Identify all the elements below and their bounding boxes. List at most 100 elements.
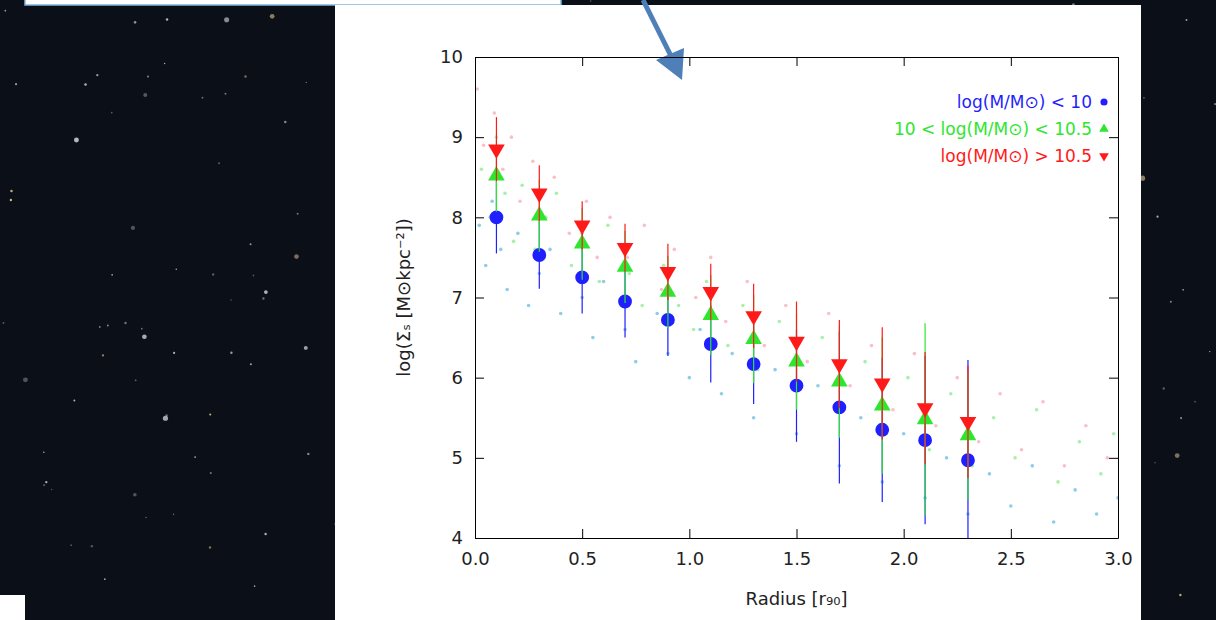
tick xyxy=(1109,298,1118,299)
legend-marker xyxy=(1100,98,1107,105)
tick-label: 9 xyxy=(452,126,463,147)
cloud-point xyxy=(531,159,535,163)
cloud-point xyxy=(482,143,486,147)
tick-label: 1.5 xyxy=(783,548,812,569)
tick xyxy=(1109,538,1118,539)
cloud-point xyxy=(555,191,559,195)
star xyxy=(202,97,204,99)
series xyxy=(488,140,976,516)
tick: 10 xyxy=(440,46,484,67)
tick: 2.0 xyxy=(890,529,919,569)
cloud-point xyxy=(673,248,677,252)
cloud-point xyxy=(934,424,938,428)
cloud-point xyxy=(516,232,520,236)
star xyxy=(304,346,308,350)
x-axis-title: Radius [r₉₀] xyxy=(746,588,848,609)
tick xyxy=(689,57,690,66)
cloud-point xyxy=(510,135,514,139)
cloud-point xyxy=(591,336,595,340)
tick-mark xyxy=(797,529,798,538)
marker xyxy=(660,267,677,281)
cloud-point xyxy=(1095,512,1099,516)
cloud-point xyxy=(595,256,599,260)
cloud-point xyxy=(955,376,959,380)
tick xyxy=(904,57,905,66)
tick-mark xyxy=(689,57,690,66)
cloud-point xyxy=(1030,464,1034,468)
star xyxy=(176,268,177,269)
star xyxy=(3,322,5,324)
tick-mark xyxy=(689,529,690,538)
star xyxy=(194,456,196,458)
tick: 5 xyxy=(452,447,484,468)
left-strip xyxy=(0,595,25,620)
arrow-head xyxy=(656,48,684,80)
y-axis: 45678910 xyxy=(440,46,484,548)
tick: 8 xyxy=(452,207,484,228)
star xyxy=(124,322,126,324)
tick xyxy=(1109,57,1118,58)
legend-label: 10 < log(M/M⊙) < 10.5 xyxy=(894,119,1092,139)
cloud-point xyxy=(726,344,730,348)
cloud-point xyxy=(660,288,664,292)
cloud-point xyxy=(763,344,767,348)
cloud-point xyxy=(662,264,666,268)
star xyxy=(145,517,147,519)
star xyxy=(142,334,147,339)
star xyxy=(135,379,137,381)
tick-mark xyxy=(475,57,484,58)
star xyxy=(218,162,220,164)
tick xyxy=(797,57,798,66)
star xyxy=(1186,19,1188,21)
tick-mark xyxy=(1109,378,1118,379)
tick-mark xyxy=(1109,217,1118,218)
tick-mark xyxy=(904,529,905,538)
cloud-point xyxy=(906,376,910,380)
cloud-point xyxy=(634,360,638,364)
star xyxy=(250,243,252,245)
tick-label: 2.5 xyxy=(997,548,1026,569)
cloud-point xyxy=(499,248,503,252)
cloud-point xyxy=(784,304,788,308)
tick-mark xyxy=(475,298,484,299)
arrow-shaft xyxy=(643,0,672,58)
marker xyxy=(960,417,977,431)
star xyxy=(270,14,275,19)
cloud-point xyxy=(628,272,632,276)
cloud-point xyxy=(1073,488,1077,492)
tick-mark xyxy=(475,538,484,539)
y-axis-right xyxy=(1109,58,1119,539)
cloud-point xyxy=(608,216,612,220)
marker xyxy=(531,188,548,202)
error-bar xyxy=(924,323,925,515)
cloud-point xyxy=(518,200,522,204)
cloud-point xyxy=(570,264,574,268)
star xyxy=(165,414,167,416)
cloud-point xyxy=(859,416,863,420)
axis-line xyxy=(476,538,1119,539)
cloud-point xyxy=(692,328,696,332)
star xyxy=(1143,97,1145,99)
star xyxy=(43,451,45,453)
tick: 7 xyxy=(452,287,484,308)
cloud-point xyxy=(773,368,777,372)
star xyxy=(250,363,252,365)
chart-canvas: 0.00.51.01.52.02.53.045678910Radius [r₉₀… xyxy=(0,0,1216,620)
tick-label: 0.5 xyxy=(568,548,597,569)
star xyxy=(147,75,149,77)
tick xyxy=(1109,137,1118,138)
cloud-point xyxy=(992,416,996,420)
cloud-point xyxy=(527,304,531,308)
tick: 6 xyxy=(452,367,484,388)
cloud-point xyxy=(1035,408,1039,412)
cloud-point xyxy=(945,456,949,460)
star xyxy=(294,254,299,259)
marker xyxy=(874,378,891,392)
tick-label: 5 xyxy=(452,447,463,468)
cloud-point xyxy=(1013,456,1017,460)
marker xyxy=(490,210,504,224)
star xyxy=(143,93,147,97)
legend-marker xyxy=(1099,123,1109,131)
cloud-point xyxy=(928,448,932,452)
star xyxy=(131,226,135,230)
